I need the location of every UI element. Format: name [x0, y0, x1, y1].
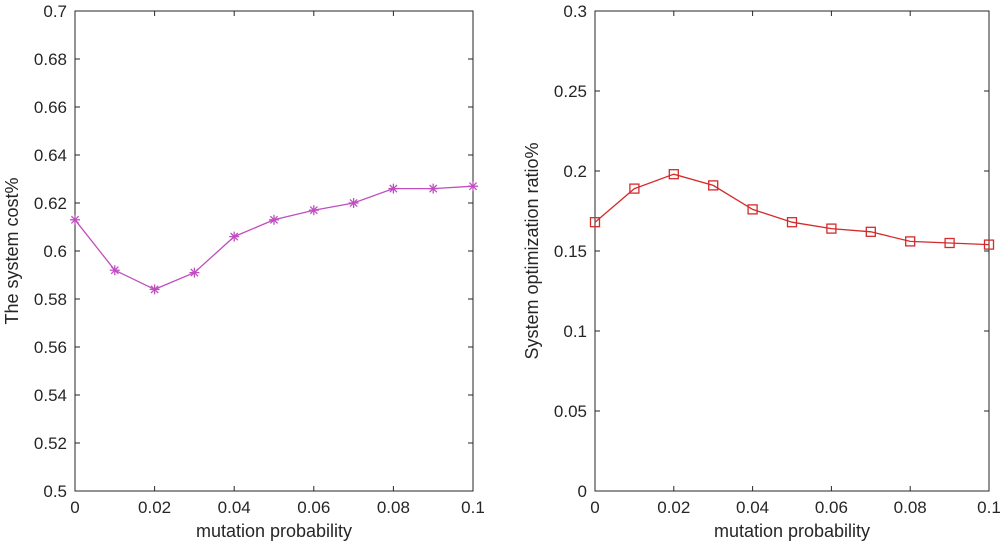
- right-data-point: [826, 223, 837, 234]
- left-data-point: [468, 181, 478, 192]
- right-data-point: [905, 236, 916, 247]
- right-data-point: [629, 183, 640, 194]
- left-data-point: [388, 183, 399, 194]
- right-chart: 0 0.02 0.04 0.06 0.08 0.1 0 0.05 0.1 0.15 0.2 0.25 0…: [522, 2, 1001, 541]
- right-y-tick-label: 0.3: [563, 2, 587, 21]
- left-y-tick-label: 0.7: [43, 2, 67, 21]
- left-x-tick-label: 0.04: [218, 498, 251, 517]
- left-y-tick-label: 0.64: [34, 146, 67, 165]
- left-data-point: [149, 284, 160, 295]
- left-data-point: [70, 214, 80, 225]
- right-series-line: [594, 173, 990, 246]
- right-data-point: [983, 239, 995, 250]
- left-x-tick-label: 0.08: [377, 498, 410, 517]
- left-x-tick-label: 0.1: [461, 498, 485, 517]
- left-x-tick-label: 0: [70, 498, 79, 517]
- left-y-tick-label: 0.5: [43, 482, 67, 501]
- right-x-tick-label: 0.04: [736, 498, 769, 517]
- right-data-point: [747, 204, 758, 215]
- right-y-axis-label: System optimization ratio%: [522, 142, 542, 359]
- left-data-point: [229, 231, 240, 242]
- right-x-tick-label: 0.1: [977, 498, 1001, 517]
- left-data-point: [308, 205, 319, 216]
- right-y-tick-label: 0.2: [563, 162, 587, 181]
- left-y-tick-label: 0.56: [34, 338, 67, 357]
- left-data-point: [348, 198, 359, 208]
- left-data-point: [269, 214, 279, 225]
- right-y-tick-label: 0.25: [554, 82, 587, 101]
- right-y-tick-label: 0.1: [563, 322, 587, 341]
- right-x-tick-label: 0.02: [657, 498, 690, 517]
- left-x-tick-label: 0.06: [297, 498, 330, 517]
- right-y-tick-label: 0.15: [554, 242, 587, 261]
- right-x-tick-label: 0.06: [815, 498, 848, 517]
- right-y-tick-label: 0.05: [554, 402, 587, 421]
- right-y-tick-label: 0: [578, 482, 587, 501]
- left-data-point: [109, 265, 120, 276]
- right-data-point: [708, 180, 719, 191]
- right-data-point: [944, 237, 955, 249]
- left-y-tick-label: 0.62: [34, 194, 67, 213]
- right-data-point: [786, 217, 798, 228]
- left-y-tick-label: 0.66: [34, 98, 67, 117]
- left-x-tick-label: 0.02: [138, 498, 171, 517]
- left-y-tick-label: 0.52: [34, 434, 67, 453]
- left-y-axis-label: The system cost%: [2, 177, 22, 324]
- right-data-point: [668, 169, 679, 180]
- left-chart: 0 0.02 0.04 0.06 0.08 0.1 0.5 0.52 0.54 0.56 0.58 0…: [2, 2, 485, 541]
- left-x-axis-label: mutation probability: [196, 521, 352, 541]
- right-data-point: [865, 226, 876, 237]
- left-y-tick-label: 0.6: [43, 242, 67, 261]
- left-y-tick-label: 0.58: [34, 290, 67, 309]
- left-data-point: [428, 183, 439, 194]
- right-x-axis-label: mutation probability: [714, 521, 870, 541]
- right-data-point: [589, 217, 601, 228]
- right-plot-frame: [594, 10, 990, 492]
- left-y-tick-label: 0.54: [34, 386, 67, 405]
- left-plot-frame: [74, 10, 474, 492]
- left-data-point: [189, 267, 200, 278]
- right-x-tick-label: 0.08: [894, 498, 927, 517]
- right-x-tick-label: 0: [590, 498, 599, 517]
- left-y-tick-label: 0.68: [34, 50, 67, 69]
